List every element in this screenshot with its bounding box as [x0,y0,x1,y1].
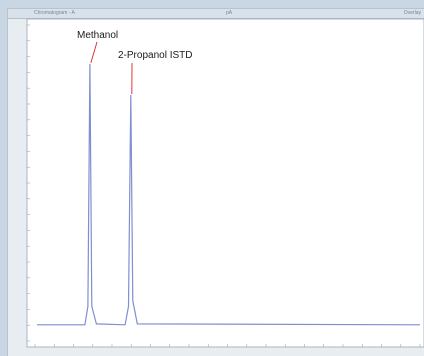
series-line [37,63,421,326]
peak-leader-line [90,41,98,64]
x-axis [34,344,421,347]
plot-area [26,18,424,348]
y-axis [27,24,30,342]
titlebar-label-mid: pA [226,10,233,16]
peak-label: Methanol [77,30,118,41]
window-titlebar: Chromatogram - A pA Overlay [8,9,424,19]
peak-label: 2-Propanol ISTD [118,50,192,61]
titlebar-label-right: Overlay [403,10,421,16]
titlebar-label-left: Chromatogram - A [34,10,75,16]
